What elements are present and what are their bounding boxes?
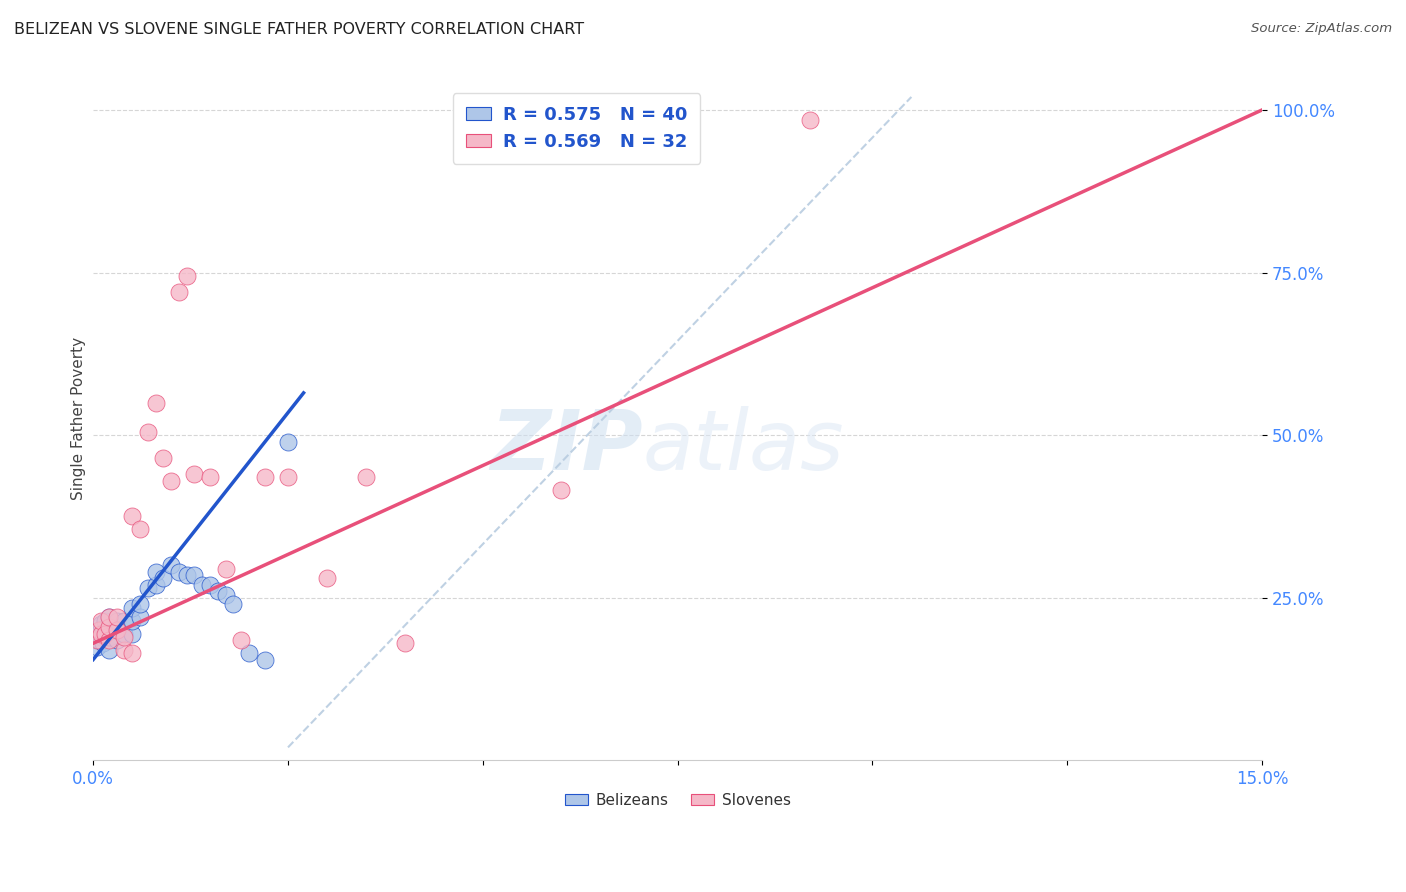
Point xyxy=(112,642,135,657)
Point xyxy=(90,614,112,628)
Point xyxy=(97,620,120,634)
Point xyxy=(145,565,167,579)
Point xyxy=(176,268,198,283)
Point xyxy=(101,624,124,638)
Point xyxy=(121,626,143,640)
Point xyxy=(97,630,120,644)
Text: atlas: atlas xyxy=(643,406,844,487)
Point xyxy=(97,610,120,624)
Point xyxy=(90,616,112,631)
Point xyxy=(90,626,112,640)
Point xyxy=(105,624,128,638)
Point xyxy=(97,610,120,624)
Point xyxy=(612,112,634,127)
Point xyxy=(183,568,205,582)
Point xyxy=(253,470,276,484)
Point xyxy=(214,561,236,575)
Point xyxy=(207,584,229,599)
Point xyxy=(191,578,214,592)
Text: BELIZEAN VS SLOVENE SINGLE FATHER POVERTY CORRELATION CHART: BELIZEAN VS SLOVENE SINGLE FATHER POVERT… xyxy=(14,22,583,37)
Point xyxy=(121,509,143,524)
Point xyxy=(136,425,159,439)
Point xyxy=(90,630,112,644)
Point xyxy=(94,614,117,628)
Point xyxy=(129,597,152,611)
Point xyxy=(112,626,135,640)
Point xyxy=(97,633,120,648)
Point xyxy=(316,571,339,585)
Point xyxy=(105,633,128,648)
Point xyxy=(394,636,416,650)
Point xyxy=(86,633,108,648)
Point xyxy=(105,614,128,628)
Point xyxy=(89,633,111,648)
Point xyxy=(550,483,572,498)
Point xyxy=(167,565,190,579)
Point xyxy=(105,610,128,624)
Point xyxy=(89,624,111,638)
Point xyxy=(214,588,236,602)
Point xyxy=(167,285,190,299)
Point xyxy=(277,434,299,449)
Point xyxy=(152,450,174,465)
Point xyxy=(160,474,183,488)
Text: Source: ZipAtlas.com: Source: ZipAtlas.com xyxy=(1251,22,1392,36)
Point xyxy=(145,395,167,409)
Point xyxy=(121,600,143,615)
Point xyxy=(105,624,128,638)
Point xyxy=(94,626,117,640)
Point xyxy=(129,610,152,624)
Point xyxy=(176,568,198,582)
Point xyxy=(97,620,120,634)
Point xyxy=(90,624,112,638)
Point xyxy=(231,633,253,648)
Point xyxy=(94,626,117,640)
Point xyxy=(136,581,159,595)
Point xyxy=(97,642,120,657)
Legend: Belizeans, Slovenes: Belizeans, Slovenes xyxy=(558,787,797,814)
Point xyxy=(121,646,143,660)
Point xyxy=(198,578,221,592)
Point xyxy=(183,467,205,482)
Point xyxy=(799,112,821,127)
Point xyxy=(354,470,377,484)
Point xyxy=(277,470,299,484)
Point xyxy=(86,640,108,654)
Point xyxy=(198,470,221,484)
Point xyxy=(112,614,135,628)
Y-axis label: Single Father Poverty: Single Father Poverty xyxy=(72,337,86,500)
Point xyxy=(253,652,276,666)
Point xyxy=(145,578,167,592)
Point xyxy=(121,614,143,628)
Point xyxy=(152,571,174,585)
Point xyxy=(129,523,152,537)
Point xyxy=(112,630,135,644)
Text: ZIP: ZIP xyxy=(489,406,643,487)
Point xyxy=(222,597,245,611)
Point xyxy=(238,646,260,660)
Point xyxy=(91,636,114,650)
Point xyxy=(160,558,183,573)
